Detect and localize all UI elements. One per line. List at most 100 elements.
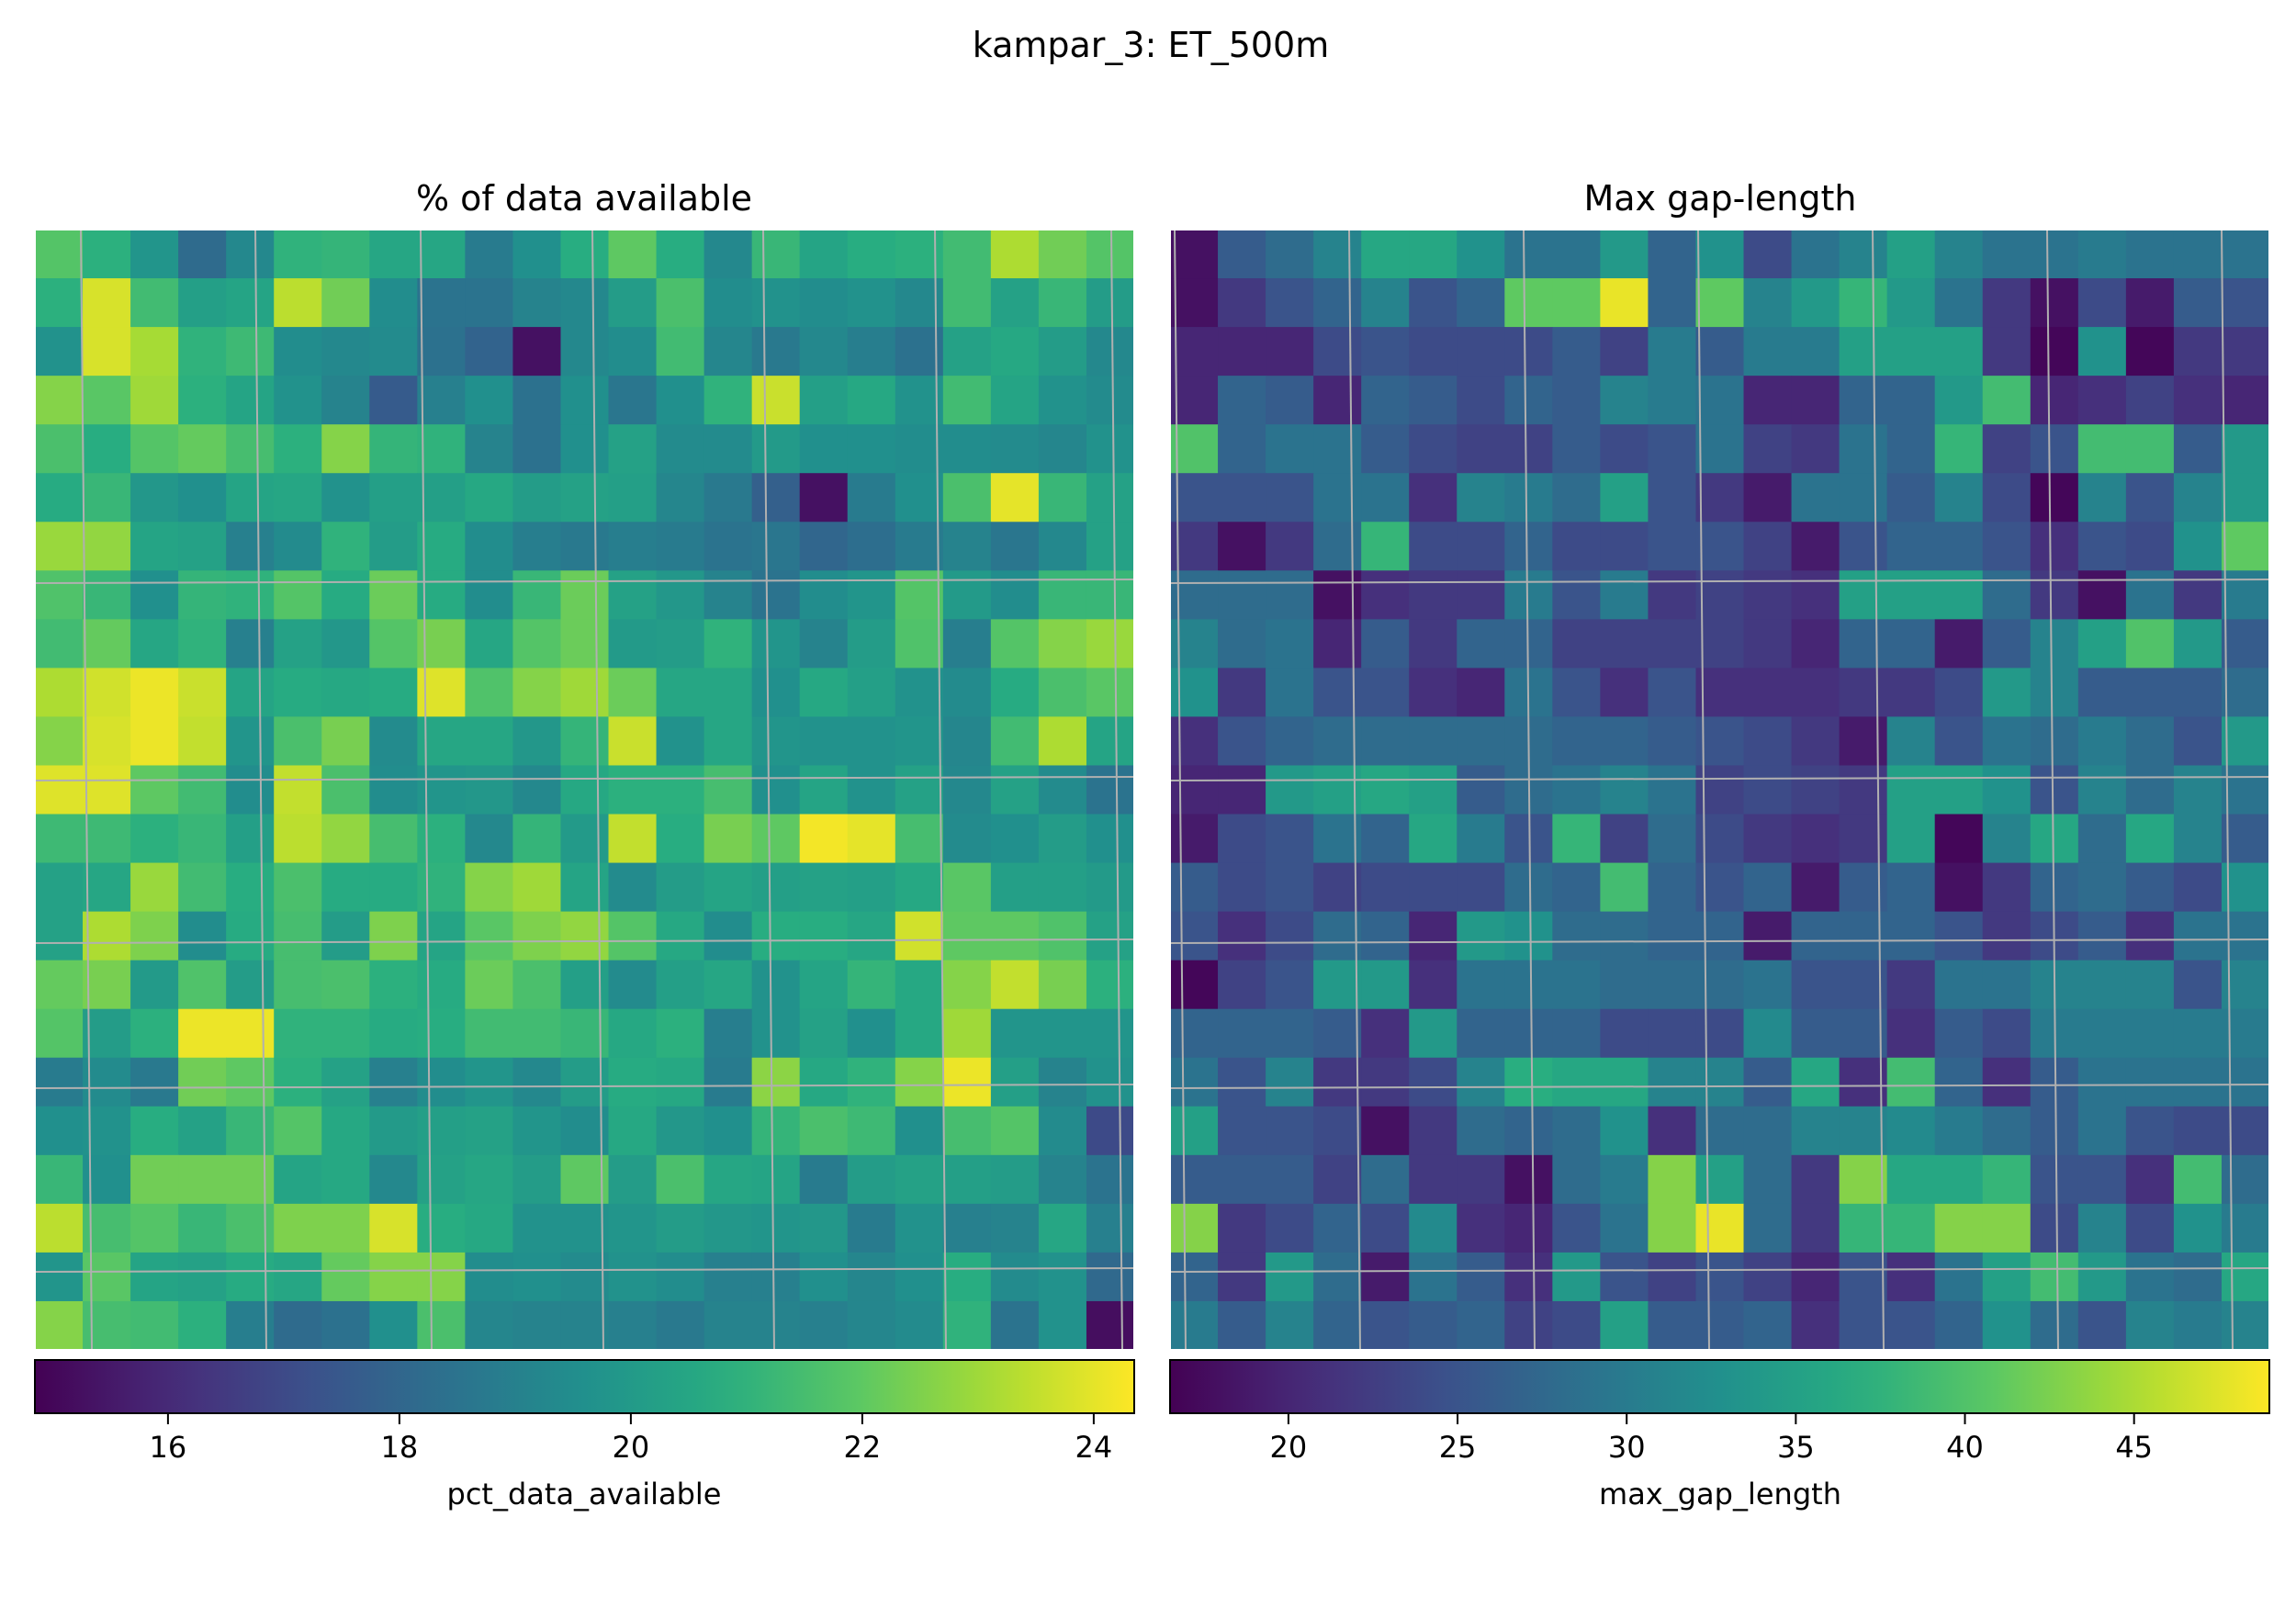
heatmap-cell: [2173, 1300, 2223, 1351]
heatmap-cell: [1457, 376, 1505, 425]
heatmap-cell: [1934, 765, 1984, 815]
heatmap-cell: [1982, 911, 2032, 961]
heatmap-cell: [1695, 376, 1745, 425]
heatmap-cell: [2221, 376, 2270, 425]
heatmap-cell: [226, 862, 275, 913]
heatmap-cell: [130, 376, 179, 425]
heatmap-cell: [1457, 570, 1505, 620]
heatmap-cell: [1839, 1106, 1888, 1156]
heatmap-cell: [751, 473, 801, 523]
heatmap-cell: [1648, 327, 1697, 376]
heatmap-cell: [35, 1057, 84, 1107]
heatmap-cell: [1695, 1203, 1745, 1253]
heatmap-cell: [1218, 327, 1266, 376]
heatmap-cell: [1600, 619, 1649, 669]
colorbar-tick-label: 20: [613, 1430, 650, 1465]
colorbar-tick-label: 20: [1270, 1430, 1308, 1465]
heatmap-cell: [1552, 230, 1601, 279]
heatmap-cell: [799, 278, 849, 328]
heatmap-cell: [656, 960, 705, 1010]
heatmap-cell: [465, 376, 514, 425]
heatmap-cell: [1170, 1106, 1219, 1156]
heatmap-cell: [895, 1008, 944, 1059]
heatmap-cell: [990, 716, 1040, 767]
heatmap-cell: [321, 278, 370, 328]
heatmap-cell: [1648, 570, 1697, 620]
heatmap-cell: [1218, 278, 1266, 328]
heatmap-cell: [1361, 1300, 1410, 1351]
heatmap-cell: [512, 814, 562, 864]
heatmap-cell: [1409, 716, 1458, 767]
heatmap-cell: [799, 668, 849, 718]
heatmap-cell: [942, 473, 992, 523]
heatmap-cell: [2173, 960, 2223, 1010]
heatmap-cell: [2125, 424, 2175, 474]
heatmap-cell: [2125, 1154, 2175, 1205]
heatmap-cell: [2030, 1252, 2079, 1302]
heatmap-cell: [942, 814, 992, 864]
heatmap-cell: [1791, 1203, 1840, 1253]
heatmap-cell: [35, 1008, 84, 1059]
heatmap-cell: [1170, 911, 1219, 961]
heatmap-cell: [1313, 814, 1362, 864]
heatmap-cell: [1886, 668, 1936, 718]
heatmap-cell: [2030, 814, 2079, 864]
heatmap-cell: [1313, 1154, 1362, 1205]
heatmap-cell: [1552, 376, 1601, 425]
heatmap-cell: [703, 1057, 753, 1107]
heatmap-cell: [942, 230, 992, 279]
heatmap-cell: [35, 1106, 84, 1156]
heatmap-cell: [847, 911, 896, 961]
heatmap-cell: [1038, 570, 1087, 620]
heatmap-cell: [1743, 911, 1793, 961]
heatmap-cell: [1409, 619, 1458, 669]
heatmap-cell: [1600, 668, 1649, 718]
heatmap-cell: [1170, 1252, 1219, 1302]
heatmap-cell: [1934, 522, 1984, 571]
heatmap-cell: [1982, 327, 2032, 376]
heatmap-cell: [274, 862, 322, 913]
heatmap-cell: [703, 1300, 753, 1351]
heatmap-cell: [2125, 570, 2175, 620]
heatmap-cell: [321, 376, 370, 425]
heatmap-cell: [1648, 814, 1697, 864]
heatmap-cell: [1409, 230, 1458, 279]
heatmap-cell: [1743, 278, 1793, 328]
heatmap-cell: [226, 1203, 275, 1253]
heatmap-cell: [2125, 376, 2175, 425]
heatmap-cell: [2221, 473, 2270, 523]
heatmap-max-gap-length: [1170, 230, 2270, 1351]
heatmap-cell: [417, 716, 466, 767]
heatmap-cell: [1409, 668, 1458, 718]
heatmap-cell: [1170, 668, 1219, 718]
heatmap-cell: [1695, 570, 1745, 620]
heatmap-cell: [1886, 278, 1936, 328]
heatmap-cell: [465, 1106, 514, 1156]
heatmap-cell: [1600, 230, 1649, 279]
heatmap-cell: [895, 1154, 944, 1205]
heatmap-cell: [703, 424, 753, 474]
heatmap-cell: [608, 960, 658, 1010]
heatmap-cell: [512, 716, 562, 767]
heatmap-cell: [2030, 570, 2079, 620]
heatmap-cell: [1457, 619, 1505, 669]
heatmap-cell: [512, 1300, 562, 1351]
heatmap-cell: [83, 376, 131, 425]
heatmap-cell: [1552, 424, 1601, 474]
heatmap-cell: [321, 473, 370, 523]
heatmap-cell: [83, 911, 131, 961]
heatmap-cell: [1266, 1300, 1314, 1351]
heatmap-cell: [1504, 1154, 1553, 1205]
heatmap-cell: [1409, 1154, 1458, 1205]
heatmap-cell: [895, 424, 944, 474]
heatmap-cell: [560, 716, 610, 767]
heatmap-cell: [1313, 327, 1362, 376]
heatmap-cell: [990, 1203, 1040, 1253]
heatmap-cell: [1457, 1300, 1505, 1351]
heatmap-cell: [274, 1106, 322, 1156]
heatmap-cell: [799, 1154, 849, 1205]
heatmap-cell: [656, 570, 705, 620]
heatmap-cell: [2030, 278, 2079, 328]
heatmap-cell: [942, 1252, 992, 1302]
heatmap-cell: [990, 1106, 1040, 1156]
